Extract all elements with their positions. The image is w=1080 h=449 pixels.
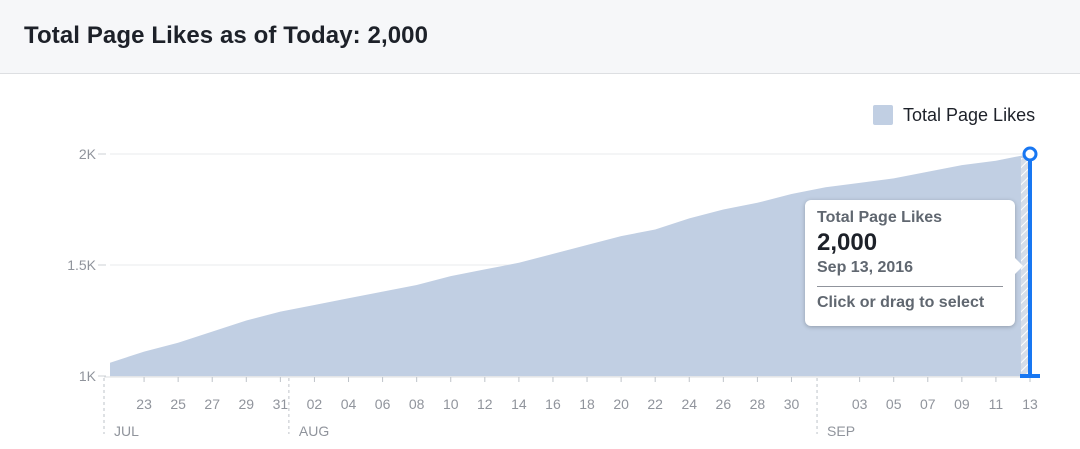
x-tick-label: 24 xyxy=(681,396,697,412)
chart-legend[interactable]: Total Page Likes xyxy=(873,104,1035,126)
x-tick-label: 16 xyxy=(545,396,561,412)
x-tick-label: 26 xyxy=(716,396,732,412)
x-tick-label: 29 xyxy=(239,396,255,412)
x-tick-label: 03 xyxy=(852,396,868,412)
y-tick-label: 1.5K xyxy=(67,257,96,273)
x-tick-label: 07 xyxy=(920,396,936,412)
x-tick-label: 28 xyxy=(750,396,766,412)
legend-swatch xyxy=(873,105,893,125)
tooltip-title: Total Page Likes xyxy=(817,209,943,226)
x-tick-label: 14 xyxy=(511,396,527,412)
tooltip-value: 2,000 xyxy=(817,229,878,256)
x-tick-label: 09 xyxy=(954,396,970,412)
total-page-likes-area xyxy=(110,154,1030,376)
month-label: JUL xyxy=(114,423,139,439)
x-tick-label: 22 xyxy=(647,396,663,412)
x-tick-label: 23 xyxy=(136,396,152,412)
page-header: Total Page Likes as of Today: 2,000 xyxy=(0,0,1080,74)
x-tick-label: 27 xyxy=(204,396,220,412)
x-tick-label: 10 xyxy=(443,396,459,412)
chart-tooltip: Total Page Likes 2,000 Sep 13, 2016 Clic… xyxy=(805,200,1023,326)
x-tick-label: 31 xyxy=(273,396,289,412)
x-tick-label: 08 xyxy=(409,396,425,412)
selection-hatch xyxy=(1021,158,1030,376)
y-tick-label: 1K xyxy=(79,368,97,384)
month-label: AUG xyxy=(299,423,329,439)
x-tick-label: 25 xyxy=(170,396,186,412)
x-tick-label: 02 xyxy=(307,396,323,412)
x-tick-label: 20 xyxy=(613,396,629,412)
x-tick-label: 18 xyxy=(579,396,595,412)
legend-label: Total Page Likes xyxy=(903,104,1036,125)
x-tick-label: 06 xyxy=(375,396,391,412)
x-tick-label: 05 xyxy=(886,396,902,412)
month-label: SEP xyxy=(827,423,855,439)
tooltip-date: Sep 13, 2016 xyxy=(817,258,1003,287)
x-tick-label: 13 xyxy=(1022,396,1038,412)
x-tick-label: 04 xyxy=(341,396,357,412)
selection-handle[interactable] xyxy=(1022,146,1038,162)
x-tick-label: 11 xyxy=(989,396,1004,412)
x-tick-label: 30 xyxy=(784,396,800,412)
x-tick-label: 12 xyxy=(477,396,493,412)
tooltip-hint[interactable]: Click or drag to select xyxy=(817,294,985,311)
y-tick-label: 2K xyxy=(79,146,97,162)
page-title: Total Page Likes as of Today: 2,000 xyxy=(24,22,429,49)
